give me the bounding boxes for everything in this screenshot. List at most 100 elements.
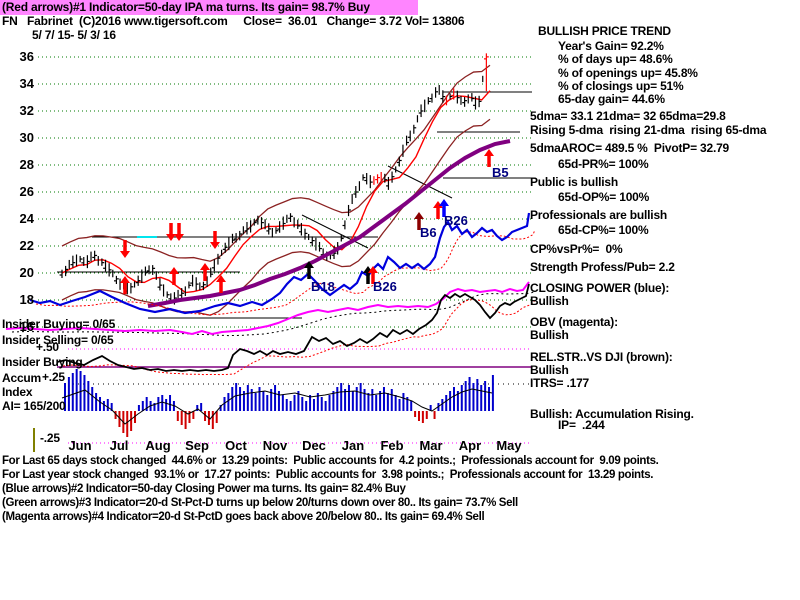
- ai-bar-positive: [305, 401, 308, 411]
- left-label: +.50: [36, 340, 59, 354]
- ai-bar-positive: [406, 397, 409, 411]
- right-panel-line: CLOSING POWER (blue):: [530, 281, 670, 295]
- date-range: 5/ 7/ 15- 5/ 3/ 16: [32, 28, 116, 42]
- signal-up-arrowhead: [304, 261, 314, 268]
- ai-bar-positive: [99, 397, 102, 411]
- closing-power-line: [29, 212, 531, 315]
- signal-up-arrowhead: [368, 266, 378, 273]
- ai-bar-negative: [184, 411, 187, 429]
- signal-down-arrowhead: [210, 242, 220, 249]
- ai-bar-negative: [114, 411, 117, 419]
- y-axis-label: 30: [19, 130, 34, 145]
- ai-bar-positive: [277, 391, 280, 411]
- y-axis-label: 28: [19, 157, 34, 172]
- ai-bar-positive: [394, 395, 397, 411]
- ai-bar-positive: [293, 395, 296, 411]
- ai-bar-positive: [153, 403, 156, 411]
- trendline: [301, 214, 369, 249]
- ai-bar-negative: [417, 411, 420, 421]
- y-axis-label: 26: [19, 184, 34, 199]
- ai-bar-negative: [192, 411, 195, 419]
- ai-bar-positive: [382, 387, 385, 411]
- x-axis-month: Sep: [185, 438, 209, 453]
- ai-ma-line: [61, 388, 493, 425]
- signal-up-arrowhead: [216, 275, 226, 282]
- left-label: -.25: [40, 431, 60, 445]
- ai-bar-positive: [289, 401, 292, 411]
- ai-bar-positive: [390, 389, 393, 411]
- ai-bar-positive: [476, 379, 479, 411]
- ai-bar-positive: [375, 395, 378, 411]
- right-panel-line: Rising 5-dma rising 21-dma rising 65-dma: [530, 123, 767, 137]
- ai-bar-positive: [270, 389, 273, 411]
- ai-bar-positive: [347, 385, 350, 411]
- ai-bar-positive: [379, 391, 382, 411]
- ai-bar-negative: [204, 411, 207, 421]
- ai-bar-positive: [328, 395, 331, 411]
- ai-bar-positive: [87, 381, 90, 411]
- ma65-line: [147, 139, 511, 308]
- ai-bar-positive: [468, 377, 471, 411]
- ai-bar-positive: [262, 391, 265, 411]
- ai-bar-positive: [449, 391, 452, 411]
- ai-bar-positive: [91, 387, 94, 411]
- ai-bar-positive: [355, 387, 358, 411]
- ai-bar-positive: [332, 391, 335, 411]
- left-label: Accum: [2, 371, 42, 385]
- footer-line: For Last year stock changed 93.1% or 17.…: [2, 469, 654, 481]
- x-axis-month: Aug: [145, 438, 171, 453]
- y-axis-label: 32: [19, 103, 34, 118]
- ai-bar-positive: [196, 405, 199, 411]
- ai-bar-positive: [340, 383, 343, 411]
- ai-bar-positive: [316, 393, 319, 411]
- signal-up-arrowhead: [433, 201, 443, 208]
- ai-bar-positive: [441, 399, 444, 411]
- x-axis-month: May: [496, 438, 522, 453]
- right-panel-line: BULLISH PRICE TREND: [538, 24, 671, 38]
- ai-bar-positive: [336, 387, 339, 411]
- signal-up-arrowhead: [414, 212, 424, 219]
- ai-bar-positive: [141, 401, 144, 411]
- x-axis-month: Nov: [262, 438, 288, 453]
- signal-up-arrowhead: [169, 267, 179, 274]
- x-axis-month: Dec: [302, 438, 326, 453]
- right-panel-line: ITRS= .177: [530, 376, 590, 390]
- ai-bar-positive: [110, 403, 113, 411]
- ai-bar-positive: [231, 387, 234, 411]
- buy-signal-label: B6: [420, 225, 437, 240]
- ai-bar-positive: [83, 375, 86, 411]
- ai-bar-positive: [274, 385, 277, 411]
- x-axis-month: Apr: [458, 438, 482, 453]
- ai-bar-negative: [211, 411, 214, 429]
- footer-line: (Blue arrows)#2 Indicator=50-day Closing…: [2, 483, 406, 495]
- ai-bar-positive: [258, 387, 261, 411]
- right-panel-line: Year's Gain= 92.2%: [558, 39, 664, 53]
- buy-signal-label: B26: [444, 213, 468, 228]
- ai-bar-positive: [165, 399, 168, 411]
- right-panel-line: IP= .244: [558, 418, 605, 432]
- footer-line: (Magenta arrows)#4 Indicator=20-d St-Pct…: [2, 511, 485, 523]
- right-panel-line: 65d-OP%= 100%: [558, 190, 650, 204]
- x-axis-month: Mar: [419, 438, 443, 453]
- ai-bar-positive: [445, 395, 448, 411]
- ai-bar-positive: [266, 395, 269, 411]
- right-panel-line: Bullish: [530, 328, 569, 342]
- buy-signal-label: B5: [492, 165, 509, 180]
- ai-bar-positive: [106, 399, 109, 411]
- right-panel-line: % of closings up= 51%: [558, 79, 684, 93]
- ai-bar-positive: [285, 399, 288, 411]
- x-axis-month: Jul: [109, 438, 129, 453]
- ai-bar-positive: [460, 385, 463, 411]
- left-label: Insider Selling= 0/65: [2, 333, 114, 347]
- ai-bar-positive: [223, 397, 226, 411]
- ai-bar-negative: [180, 411, 183, 425]
- ai-bar-positive: [79, 371, 82, 411]
- y-axis-label: 18: [19, 292, 34, 307]
- ai-bar-positive: [472, 383, 475, 411]
- ai-bar-positive: [371, 389, 374, 411]
- ai-bar-positive: [75, 369, 78, 411]
- y-axis-label: 16: [19, 319, 34, 334]
- right-panel-line: Professionals are bullish: [530, 208, 668, 222]
